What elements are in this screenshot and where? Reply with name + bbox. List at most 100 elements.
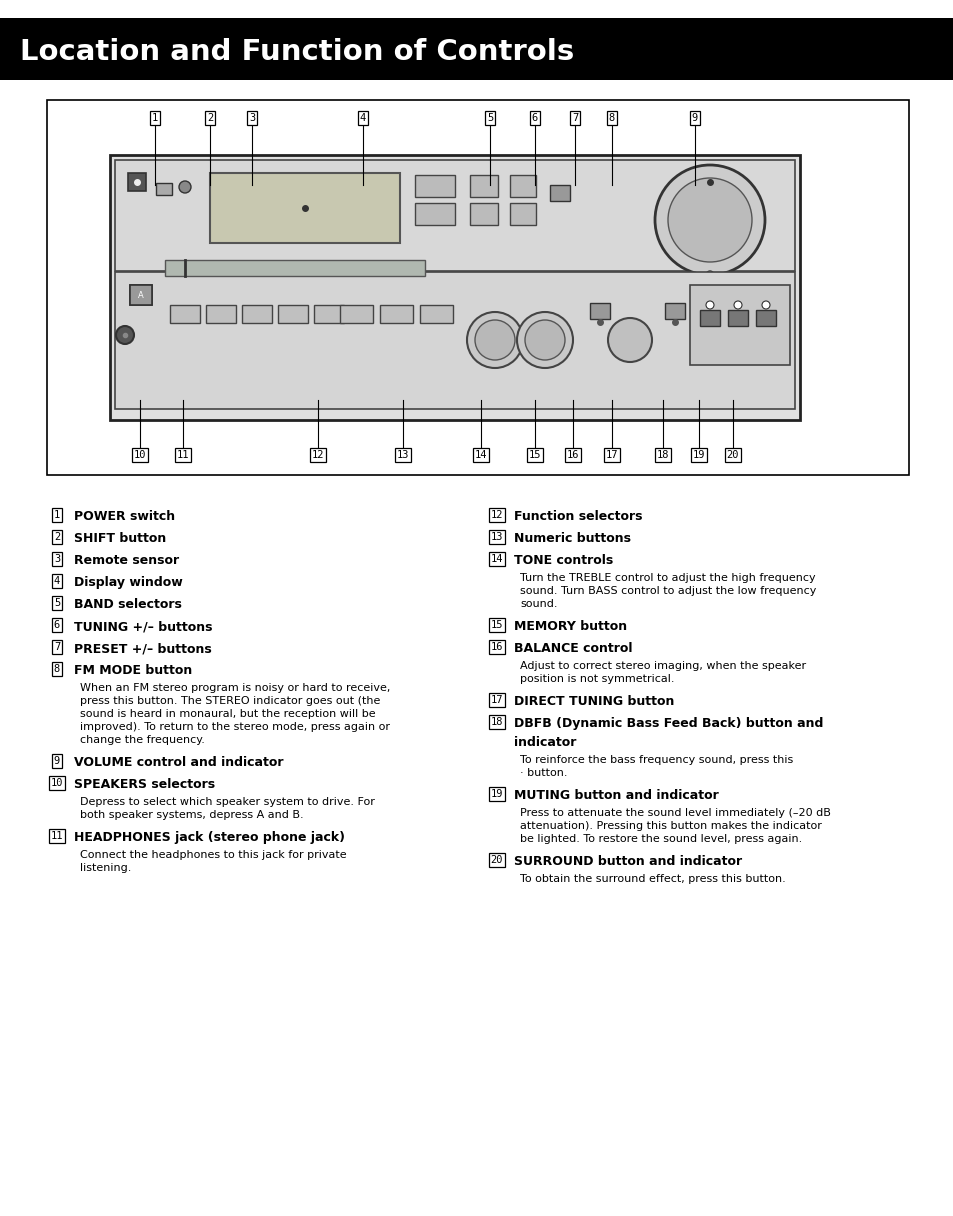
Text: 12: 12 — [312, 450, 324, 460]
Text: 14: 14 — [490, 554, 503, 564]
Text: DBFB (Dynamic Bass Feed Back) button and: DBFB (Dynamic Bass Feed Back) button and — [514, 717, 822, 730]
Bar — [115, 161, 794, 271]
Text: sound. Turn BASS control to adjust the low frequency: sound. Turn BASS control to adjust the l… — [519, 586, 816, 596]
Text: To reinforce the bass frequency sound, press this: To reinforce the bass frequency sound, p… — [519, 755, 792, 765]
Text: 9: 9 — [53, 756, 60, 766]
Text: both speaker systems, depress A and B.: both speaker systems, depress A and B. — [80, 810, 303, 820]
Text: Adjust to correct stereo imaging, when the speaker: Adjust to correct stereo imaging, when t… — [519, 662, 805, 671]
Bar — [470, 203, 497, 225]
Text: Display window: Display window — [74, 576, 183, 589]
Bar — [156, 182, 172, 195]
Text: 18: 18 — [656, 450, 669, 460]
Circle shape — [607, 319, 651, 362]
Bar — [110, 154, 800, 420]
Text: 15: 15 — [490, 620, 503, 630]
Circle shape — [467, 313, 522, 368]
Text: 17: 17 — [490, 696, 503, 705]
Bar — [115, 271, 794, 410]
Text: 8: 8 — [53, 664, 60, 674]
Bar — [415, 203, 455, 225]
Circle shape — [116, 326, 133, 344]
Bar — [727, 303, 747, 319]
Text: 11: 11 — [176, 450, 189, 460]
Text: FM MODE button: FM MODE button — [74, 664, 193, 677]
Bar — [379, 305, 413, 323]
Text: 8: 8 — [608, 113, 615, 123]
Text: A: A — [138, 291, 144, 299]
Text: HEADPHONES jack (stereo phone jack): HEADPHONES jack (stereo phone jack) — [74, 831, 345, 844]
Text: POWER switch: POWER switch — [74, 510, 175, 523]
Text: 6: 6 — [53, 620, 60, 630]
Text: BAND selectors: BAND selectors — [74, 598, 182, 610]
Text: Press to attenuate the sound level immediately (–20 dB: Press to attenuate the sound level immed… — [519, 807, 830, 818]
Bar — [510, 175, 536, 197]
Text: BALANCE control: BALANCE control — [514, 642, 632, 655]
Bar — [165, 260, 424, 276]
Text: TONE controls: TONE controls — [514, 554, 613, 567]
Bar — [700, 303, 720, 319]
Circle shape — [667, 178, 751, 261]
Circle shape — [179, 181, 191, 193]
Bar — [419, 305, 453, 323]
Text: Remote sensor: Remote sensor — [74, 554, 179, 567]
Text: SURROUND button and indicator: SURROUND button and indicator — [514, 855, 741, 868]
Bar — [206, 305, 235, 323]
Text: Numeric buttons: Numeric buttons — [514, 533, 630, 545]
Bar — [664, 303, 684, 319]
Text: Location and Function of Controls: Location and Function of Controls — [20, 38, 574, 66]
Text: Connect the headphones to this jack for private: Connect the headphones to this jack for … — [80, 850, 346, 860]
Circle shape — [524, 320, 564, 360]
Bar — [47, 100, 908, 475]
Bar — [170, 305, 200, 323]
Text: Depress to select which speaker system to drive. For: Depress to select which speaker system t… — [80, 796, 375, 807]
Text: 5: 5 — [53, 598, 60, 608]
Text: 15: 15 — [528, 450, 540, 460]
Circle shape — [655, 165, 764, 275]
Text: 6: 6 — [532, 113, 537, 123]
Text: Function selectors: Function selectors — [514, 510, 641, 523]
Circle shape — [705, 302, 713, 309]
Text: SPEAKERS selectors: SPEAKERS selectors — [74, 778, 214, 790]
Text: 1: 1 — [53, 510, 60, 520]
Bar — [277, 305, 308, 323]
Text: 19: 19 — [490, 789, 503, 799]
Bar — [314, 305, 344, 323]
Text: 16: 16 — [566, 450, 578, 460]
Bar — [727, 310, 747, 326]
Bar — [242, 305, 272, 323]
Text: 20: 20 — [726, 450, 739, 460]
Circle shape — [761, 294, 769, 302]
Bar — [128, 173, 146, 191]
Text: 20: 20 — [490, 855, 503, 865]
Bar — [700, 310, 720, 326]
Text: 9: 9 — [691, 113, 698, 123]
Text: 2: 2 — [207, 113, 213, 123]
Text: 14: 14 — [475, 450, 487, 460]
Bar — [755, 310, 775, 326]
Text: attenuation). Pressing this button makes the indicator: attenuation). Pressing this button makes… — [519, 821, 821, 831]
Circle shape — [475, 320, 515, 360]
Circle shape — [761, 302, 769, 309]
Text: 4: 4 — [359, 113, 366, 123]
Text: press this button. The STEREO indicator goes out (the: press this button. The STEREO indicator … — [80, 696, 380, 706]
Text: 17: 17 — [605, 450, 618, 460]
Text: 12: 12 — [490, 510, 503, 520]
Text: position is not symmetrical.: position is not symmetrical. — [519, 674, 674, 683]
Text: VOLUME control and indicator: VOLUME control and indicator — [74, 756, 283, 769]
Text: 3: 3 — [53, 554, 60, 564]
Text: · button.: · button. — [519, 769, 567, 778]
Text: 10: 10 — [133, 450, 146, 460]
Text: 13: 13 — [396, 450, 409, 460]
Text: 1: 1 — [152, 113, 158, 123]
Text: 7: 7 — [571, 113, 578, 123]
Text: indicator: indicator — [514, 736, 576, 749]
Bar — [589, 303, 609, 319]
Text: improved). To return to the stereo mode, press again or: improved). To return to the stereo mode,… — [80, 722, 390, 732]
Bar — [689, 285, 789, 365]
Bar — [130, 285, 152, 305]
Circle shape — [705, 271, 713, 278]
Circle shape — [517, 313, 573, 368]
Text: 10: 10 — [51, 778, 63, 788]
Text: DIRECT TUNING button: DIRECT TUNING button — [514, 696, 674, 708]
Text: 2: 2 — [53, 533, 60, 542]
